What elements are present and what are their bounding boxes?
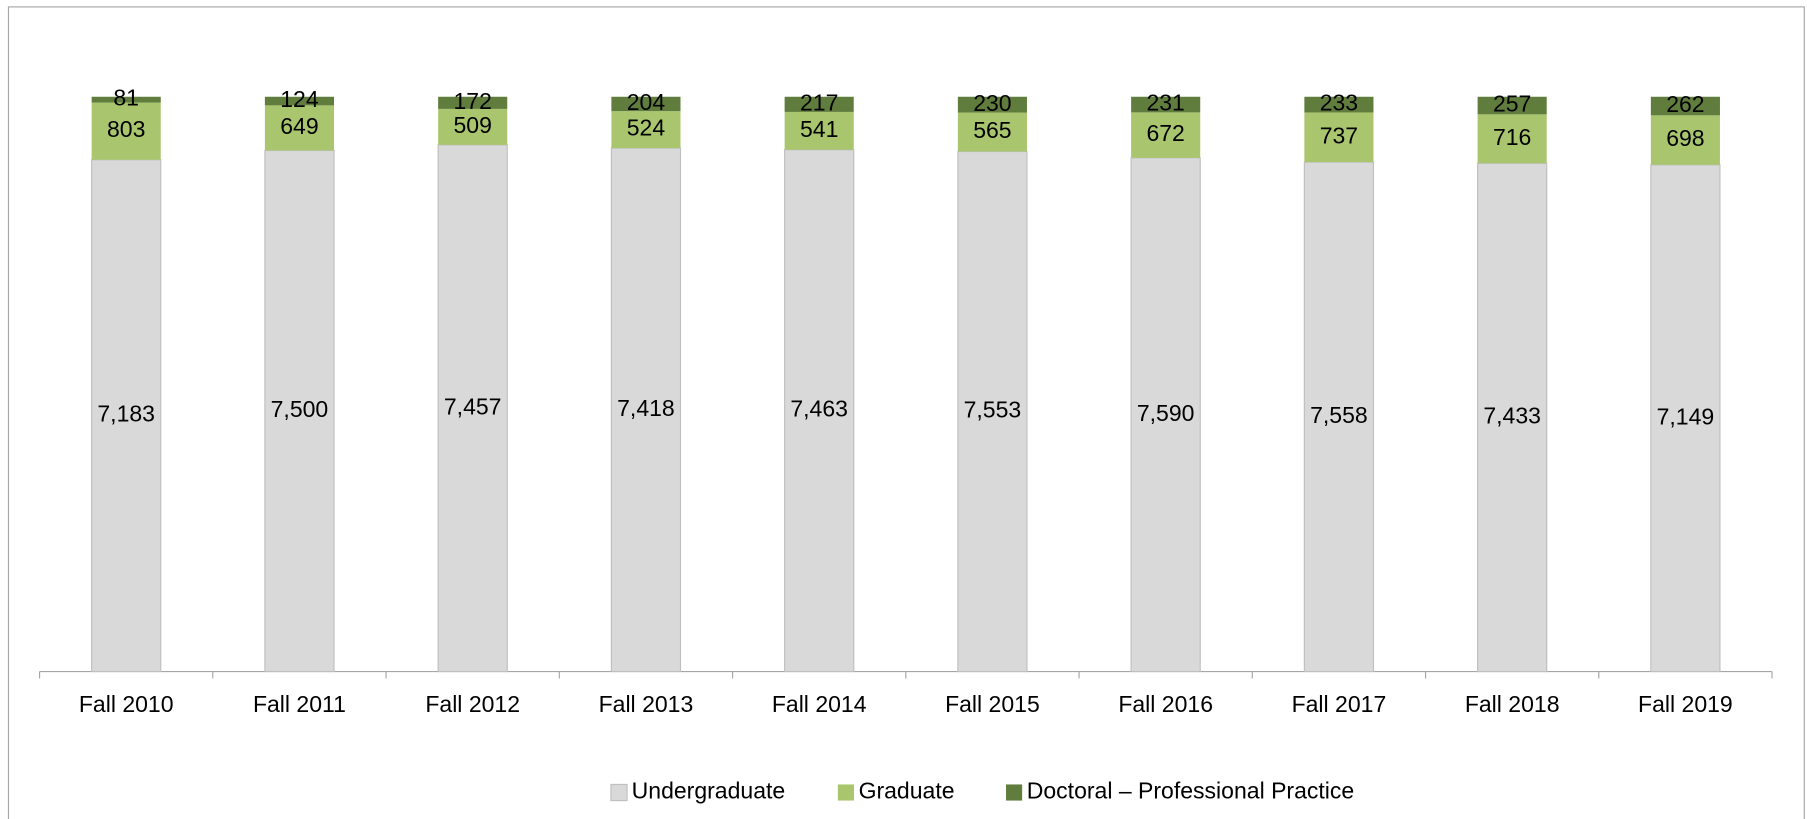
bar-segment <box>91 159 162 673</box>
bar-segment <box>957 96 1027 113</box>
legend-swatch <box>837 784 854 801</box>
data-label: 698 <box>1666 125 1704 151</box>
x-tick-label: Fall 2016 <box>1118 691 1213 717</box>
legend-swatch <box>610 783 628 802</box>
x-tick-label: Fall 2014 <box>772 691 867 717</box>
data-label: 7,590 <box>1137 400 1195 426</box>
data-label: 124 <box>280 86 319 112</box>
data-label: 803 <box>107 116 145 142</box>
x-tick-label: Fall 2012 <box>425 691 520 717</box>
bar-segment <box>957 112 1027 152</box>
data-label: 649 <box>280 113 318 139</box>
data-label: 509 <box>453 112 491 138</box>
bar-segment <box>437 144 508 673</box>
data-label: 565 <box>973 117 1011 143</box>
data-label: 7,183 <box>97 401 155 427</box>
bar-segment <box>1650 115 1720 165</box>
data-label: 7,558 <box>1310 402 1368 428</box>
bar-segment <box>784 111 854 150</box>
data-label: 7,418 <box>617 395 675 421</box>
data-label: 737 <box>1320 122 1358 148</box>
bar-segment <box>91 102 161 160</box>
x-tick-label: Fall 2018 <box>1465 691 1560 717</box>
data-label: 204 <box>627 89 666 115</box>
data-label: 172 <box>453 88 491 114</box>
legend-label: Undergraduate <box>632 778 786 804</box>
bar-segment <box>610 147 682 673</box>
bar-segment <box>1131 96 1201 113</box>
bar-segment <box>1304 96 1374 113</box>
data-label: 672 <box>1146 120 1184 146</box>
bar-segment <box>1650 96 1720 116</box>
bar-segment <box>264 105 335 151</box>
x-tick-label: Fall 2017 <box>1292 691 1387 717</box>
x-tick-label: Fall 2011 <box>253 691 346 717</box>
data-label: 7,433 <box>1483 403 1541 429</box>
bar-segment <box>784 96 854 112</box>
bar-segment <box>611 111 681 149</box>
legend-label: Graduate <box>859 778 955 804</box>
bar-segment <box>438 96 508 109</box>
bar-segment <box>784 149 855 673</box>
legend-swatch <box>1006 784 1023 801</box>
bar-segment <box>611 96 681 112</box>
data-label: 7,500 <box>271 396 329 422</box>
bar-segment <box>438 108 508 145</box>
bar-segment <box>264 149 335 673</box>
x-tick-label: Fall 2019 <box>1638 691 1733 717</box>
x-tick-label: Fall 2010 <box>79 691 174 717</box>
legend-label: Doctoral – Professional Practice <box>1027 778 1354 804</box>
data-label: 233 <box>1320 90 1358 116</box>
data-label: 524 <box>627 115 666 141</box>
bar-segment <box>1477 96 1547 115</box>
bar-segment <box>1477 162 1548 673</box>
x-tick-label: Fall 2013 <box>599 691 694 717</box>
x-tick-label: Fall 2015 <box>945 691 1040 717</box>
data-label: 262 <box>1666 91 1704 117</box>
bar-segment <box>264 96 335 106</box>
bar-segment <box>91 96 161 103</box>
data-label: 7,553 <box>964 397 1022 423</box>
data-label: 230 <box>973 90 1011 116</box>
data-label: 7,149 <box>1657 403 1715 429</box>
data-label: 541 <box>800 116 838 142</box>
data-label: 257 <box>1493 91 1531 117</box>
data-label: 81 <box>113 85 139 111</box>
data-label: 231 <box>1146 90 1184 116</box>
data-label: 217 <box>800 89 838 115</box>
data-label: 7,463 <box>790 396 848 422</box>
bar-segment <box>1650 164 1721 673</box>
bar-segment <box>1477 114 1547 164</box>
bar-segment <box>1131 112 1201 158</box>
data-label: 7,457 <box>444 393 502 419</box>
bar-segment <box>957 150 1028 673</box>
bar-segment <box>1303 161 1375 673</box>
bar-segment <box>1304 112 1374 163</box>
data-label: 716 <box>1493 124 1531 150</box>
